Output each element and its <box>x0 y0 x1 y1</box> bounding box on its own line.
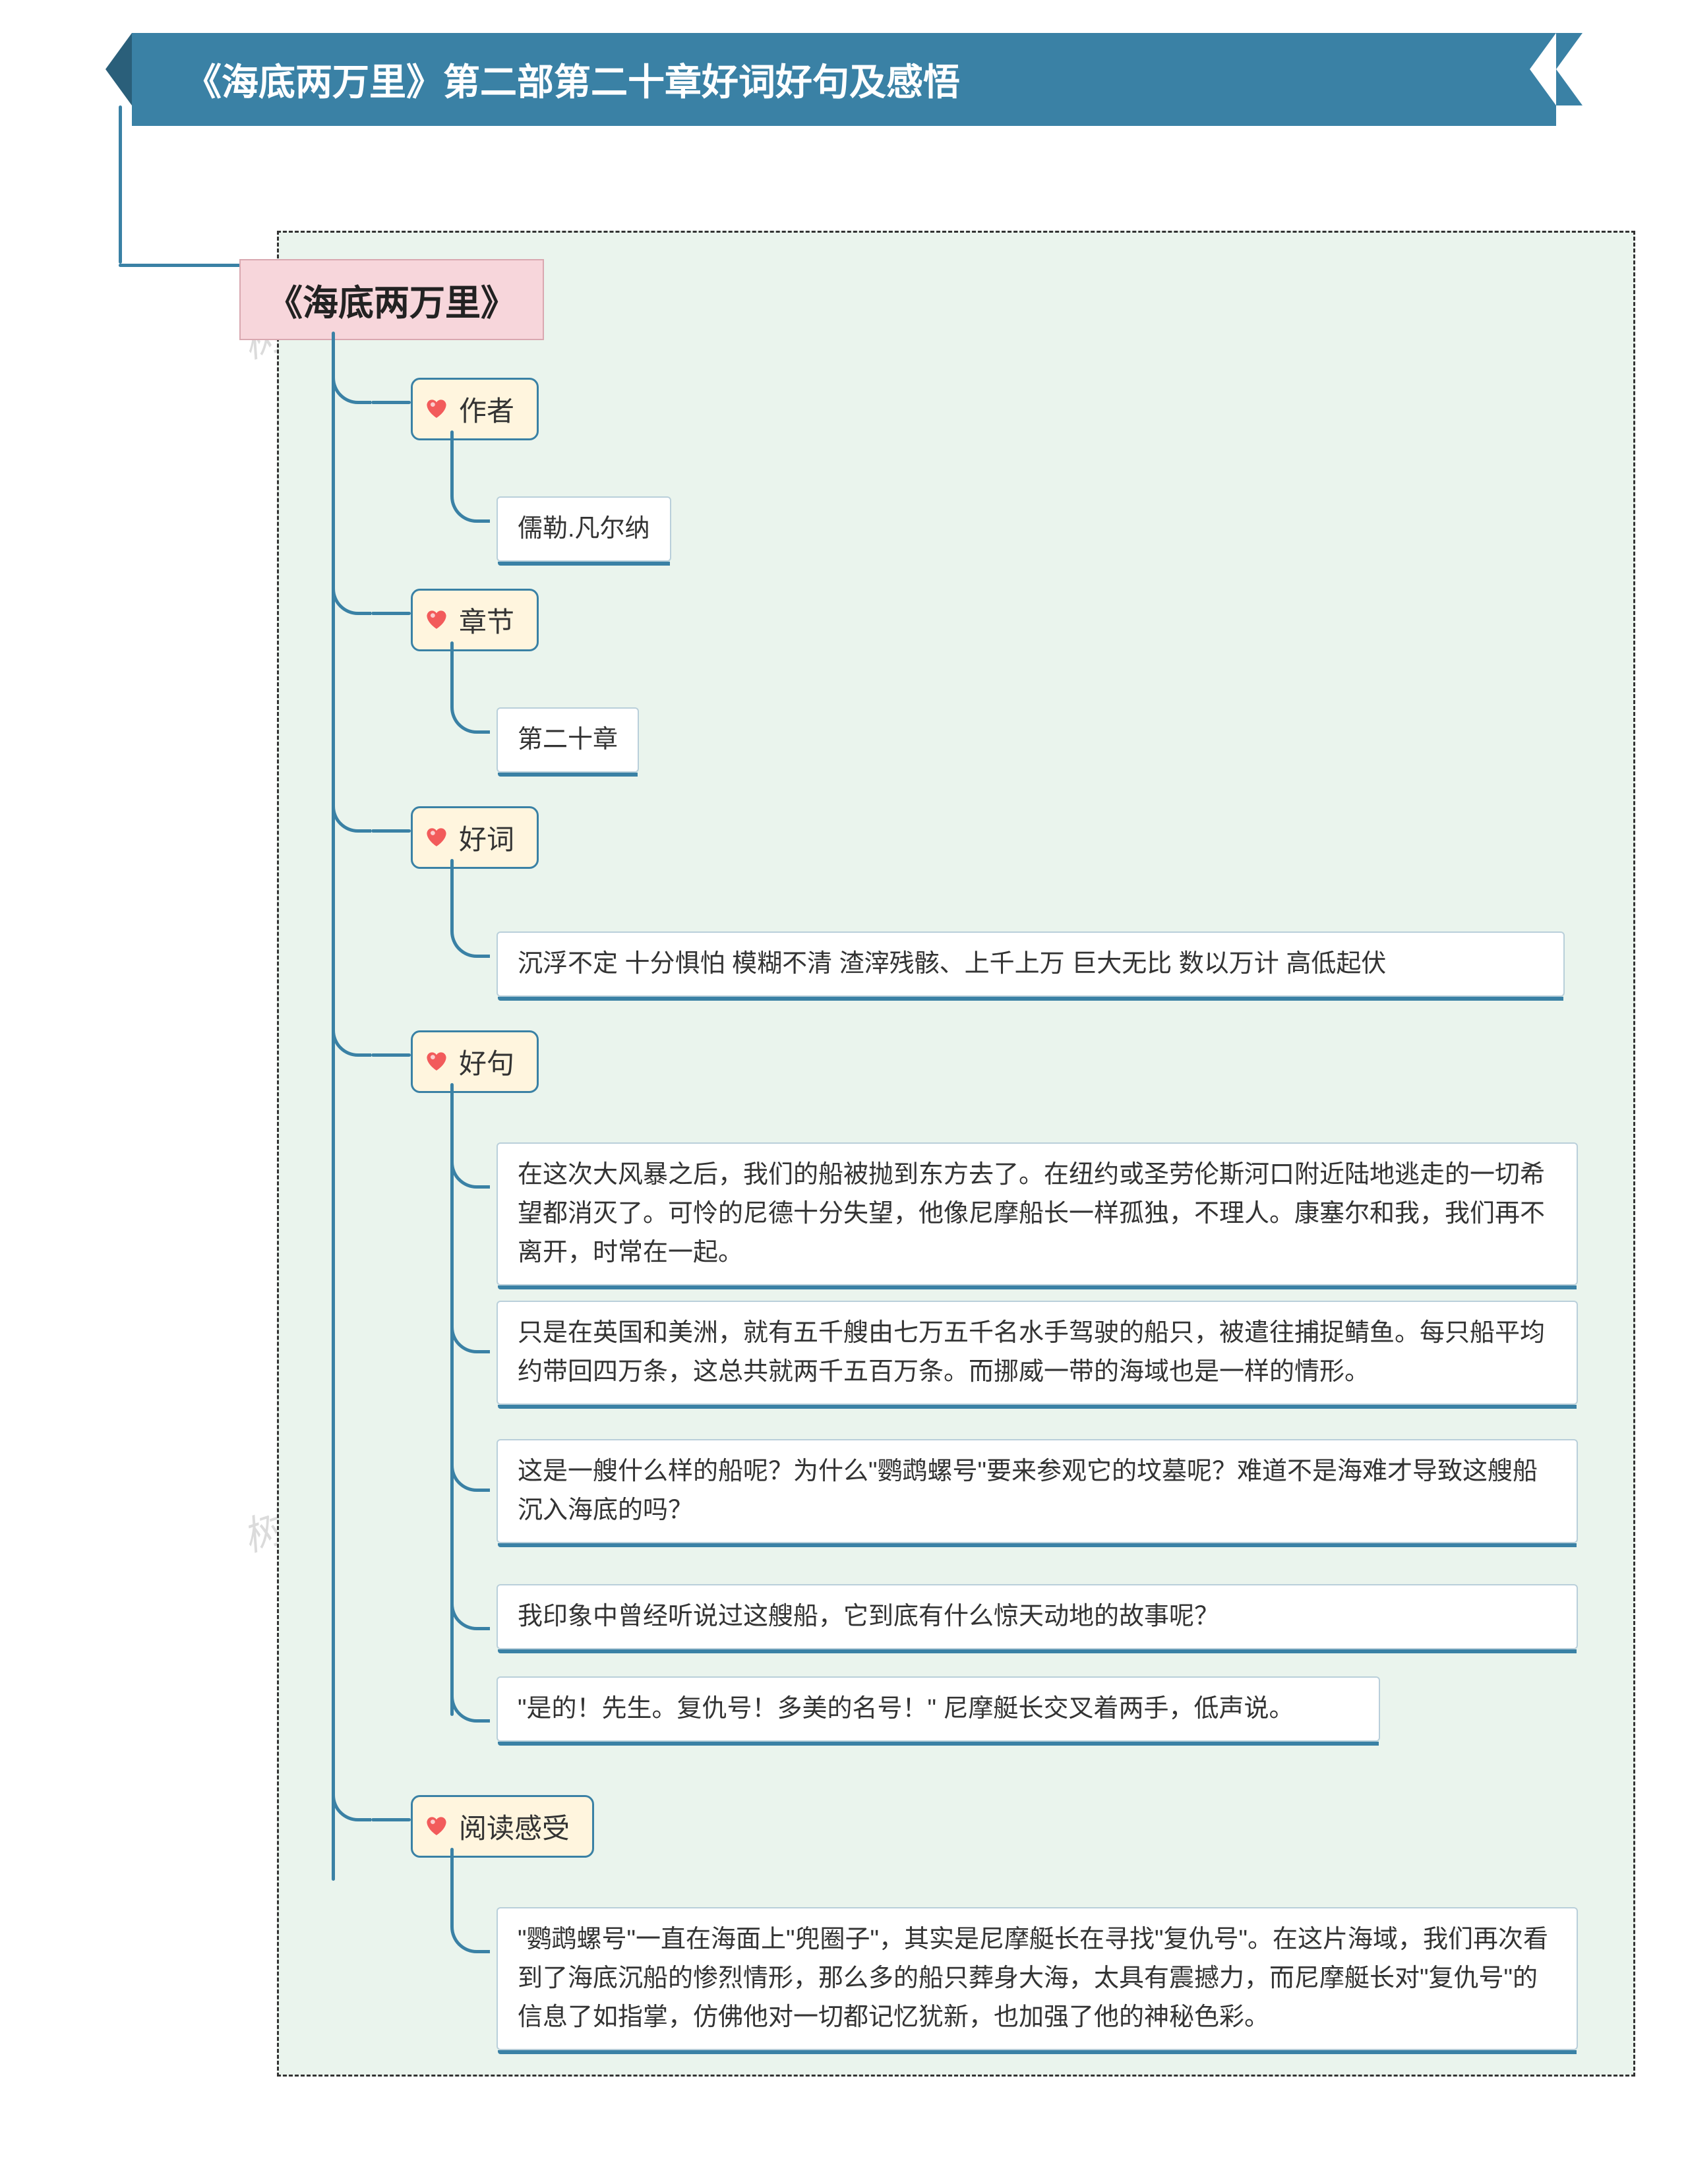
connector <box>450 859 454 925</box>
connector <box>371 1053 411 1057</box>
connector <box>371 401 411 404</box>
connector <box>450 1083 454 1716</box>
connector <box>371 829 411 833</box>
sentence-item: 在这次大风暴之后，我们的船被抛到东方去了。在纽约或圣劳伦斯河口附近陆地逃走的一切… <box>497 1142 1578 1285</box>
sentence-item: 我印象中曾经听说过这艘船，它到底有什么惊天动地的故事呢？ <box>497 1584 1578 1649</box>
section-label-text: 好句 <box>459 1048 514 1079</box>
author-value: 儒勒.凡尔纳 <box>497 496 671 562</box>
section-good-words: 好词 <box>411 806 539 869</box>
connector <box>371 612 411 615</box>
root-title: 《海底两万里》 <box>239 259 544 340</box>
section-label-text: 作者 <box>459 396 514 427</box>
heart-icon <box>425 396 448 420</box>
connector <box>450 641 454 701</box>
sentence-item: 这是一艘什么样的船呢？为什么"鹦鹉螺号"要来参观它的坟墓呢？难道不是海难才导致这… <box>497 1439 1578 1543</box>
connector <box>450 483 490 523</box>
section-label-text: 章节 <box>459 606 514 637</box>
section-label-text: 阅读感受 <box>459 1813 570 1844</box>
connector <box>450 1848 454 1920</box>
section-chapter: 章节 <box>411 589 539 651</box>
inner-trunk <box>332 332 335 1881</box>
connector <box>450 694 490 734</box>
connector <box>332 1782 371 1821</box>
connector <box>450 1314 490 1353</box>
connector <box>332 576 371 615</box>
connector <box>371 1818 411 1821</box>
section-good-sentences: 好句 <box>411 1030 539 1093</box>
connector <box>450 1452 490 1492</box>
connector <box>450 430 454 490</box>
connector <box>332 365 371 404</box>
heart-icon <box>425 607 448 631</box>
connector <box>332 1017 371 1057</box>
diagram-canvas: 《海底两万里》第二部第二十章好词好句及感悟 《海底两万里》 作者 儒勒.凡尔纳 … <box>79 33 1609 126</box>
reflection-value: "鹦鹉螺号"一直在海面上"兜圈子"，其实是尼摩艇长在寻找"复仇号"。在这片海域，… <box>497 1907 1578 2050</box>
connector <box>450 1914 490 1953</box>
connector <box>450 1591 490 1630</box>
sentence-item: 只是在英国和美洲，就有五千艘由七万五千名水手驾驶的船只，被遣往捕捉鲭鱼。每只船平… <box>497 1301 1578 1405</box>
section-reflection: 阅读感受 <box>411 1795 594 1858</box>
heart-icon <box>425 1049 448 1073</box>
connector <box>332 793 371 833</box>
good-words-value: 沉浮不定 十分惧怕 模糊不清 渣滓残骸、上千上万 巨大无比 数以万计 高低起伏 <box>497 931 1565 997</box>
heart-icon <box>425 1814 448 1837</box>
trunk-connector <box>119 105 122 264</box>
content-panel: 《海底两万里》 作者 儒勒.凡尔纳 章节 第二十章 好词 沉 <box>277 231 1635 2077</box>
connector <box>450 1683 490 1723</box>
title-banner: 《海底两万里》第二部第二十章好词好句及感悟 <box>132 33 1556 126</box>
banner-title: 《海底两万里》第二部第二十章好词好句及感悟 <box>185 61 960 103</box>
connector <box>450 918 490 958</box>
connector <box>450 1149 490 1189</box>
sentence-item: "是的！先生。复仇号！多美的名号！" 尼摩艇长交叉着两手，低声说。 <box>497 1676 1380 1742</box>
section-label-text: 好词 <box>459 824 514 855</box>
section-author: 作者 <box>411 378 539 440</box>
chapter-value: 第二十章 <box>497 707 639 773</box>
trunk-connector <box>119 264 237 267</box>
heart-icon <box>425 825 448 848</box>
